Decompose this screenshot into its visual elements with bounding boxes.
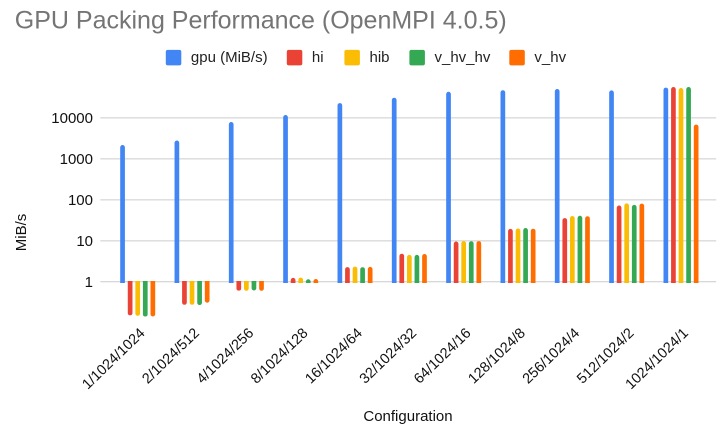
svg-text:GPU Packing Performance (OpenM: GPU Packing Performance (OpenMPI 4.0.5) (15, 7, 507, 35)
svg-text:10: 10 (76, 233, 93, 250)
svg-text:v_hv_hv: v_hv_hv (435, 49, 491, 66)
svg-text:1: 1 (85, 274, 93, 291)
svg-text:hi: hi (312, 49, 324, 66)
svg-text:MiB/s: MiB/s (13, 214, 30, 252)
svg-text:100: 100 (68, 192, 93, 209)
svg-text:Configuration: Configuration (363, 408, 452, 425)
svg-text:v_hv: v_hv (534, 49, 566, 66)
svg-text:hib: hib (370, 49, 390, 66)
svg-text:gpu (MiB/s): gpu (MiB/s) (191, 49, 268, 66)
svg-text:1000: 1000 (60, 151, 93, 168)
svg-text:10000: 10000 (51, 110, 93, 127)
